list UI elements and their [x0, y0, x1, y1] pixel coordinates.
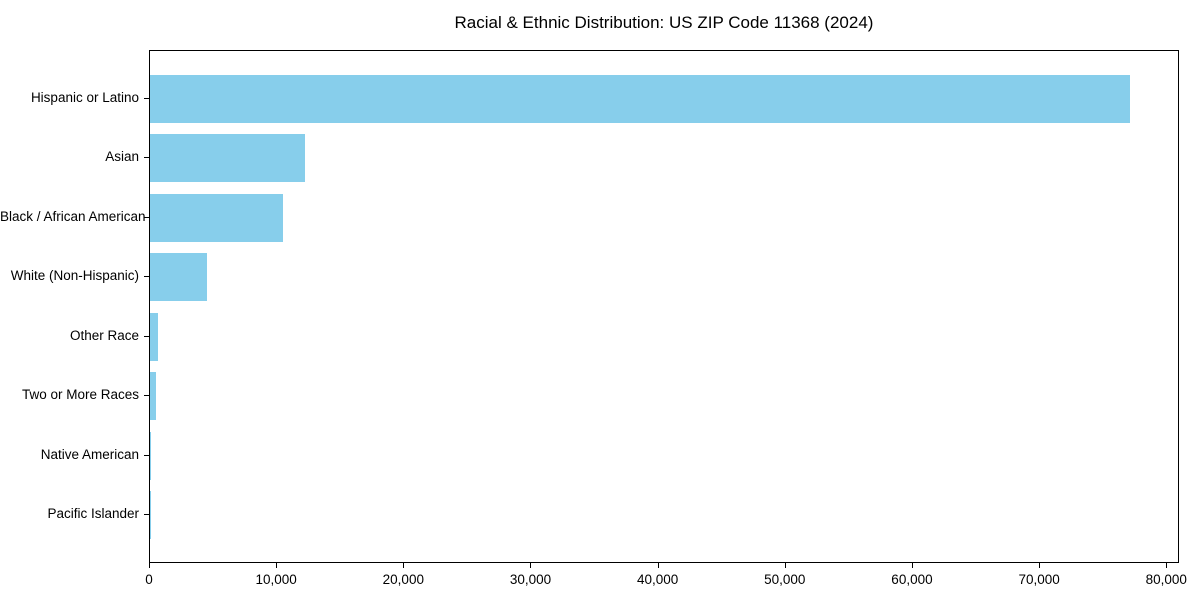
x-tick-label-80000: 80,000 — [1145, 572, 1187, 587]
x-tick-mark — [403, 563, 405, 568]
bar-black-african-american — [150, 193, 283, 242]
y-tick-label-two-or-more-races: Two or More Races — [21, 387, 139, 402]
x-tick-mark — [530, 563, 532, 568]
y-tick-label-native-american: Native American — [40, 446, 139, 462]
bar-other-race — [150, 312, 159, 361]
y-tick-mark — [144, 514, 149, 515]
x-tick-mark — [149, 563, 150, 568]
y-tick-mark — [144, 276, 149, 277]
y-tick-label-pacific-islander: Pacific Islander — [47, 506, 139, 521]
bar-hispanic-or-latino — [150, 74, 1131, 123]
y-tick-label-white-non-hispanic: White (Non-Hispanic) — [10, 268, 139, 283]
x-tick-label-50000: 50,000 — [764, 572, 806, 587]
x-tick-label-70000: 70,000 — [1018, 572, 1060, 587]
y-tick-mark — [144, 395, 149, 396]
x-tick-label-10000: 10,000 — [255, 572, 297, 587]
bar-two-or-more-races — [150, 372, 156, 420]
x-tick-label-40000: 40,000 — [636, 572, 679, 587]
x-tick-mark — [1166, 563, 1168, 568]
bar-asian — [150, 134, 306, 182]
y-tick-mark — [144, 157, 149, 158]
x-tick-mark — [784, 563, 786, 568]
y-tick-mark — [144, 97, 149, 99]
y-tick-label-black-african-american: Black / African American — [0, 208, 146, 224]
bar-white-non-hispanic — [150, 253, 208, 301]
x-tick-label-30000: 30,000 — [509, 572, 552, 587]
y-tick-mark — [144, 216, 149, 218]
x-tick-mark — [911, 563, 913, 568]
y-tick-label-hispanic-or-latino: Hispanic or Latino — [30, 89, 139, 105]
y-tick-mark — [144, 335, 149, 337]
x-tick-mark — [1039, 563, 1041, 568]
x-tick-mark — [276, 563, 278, 568]
plot-area — [149, 50, 1179, 563]
y-tick-label-other-race: Other Race — [69, 327, 139, 343]
x-tick-label-0: 0 — [145, 572, 153, 587]
chart-title: Racial & Ethnic Distribution: US ZIP Cod… — [454, 13, 874, 32]
bar-native-american — [150, 431, 152, 480]
x-tick-mark — [657, 563, 659, 568]
y-tick-mark — [144, 454, 149, 456]
y-tick-label-asian: Asian — [105, 149, 139, 164]
x-tick-label-20000: 20,000 — [382, 572, 424, 587]
x-tick-label-60000: 60,000 — [891, 572, 933, 587]
